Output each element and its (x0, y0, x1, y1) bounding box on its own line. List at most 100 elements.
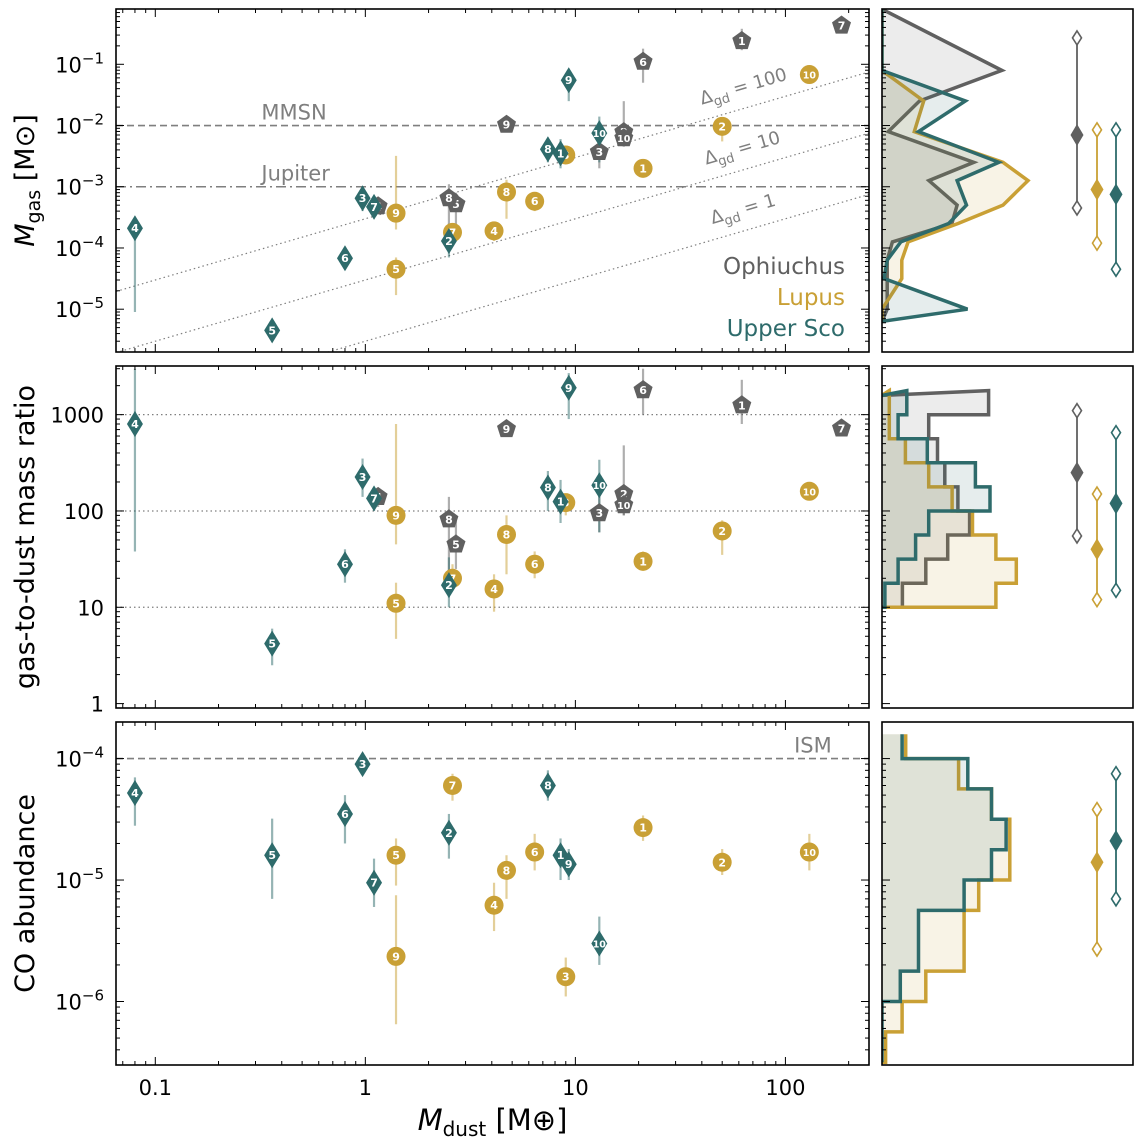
marker-lupus-2: 2 (712, 852, 732, 872)
ylabel-unit: [M⊙] (10, 114, 41, 190)
marker-lupus-1: 1 (633, 158, 653, 178)
ytick-label: 1 (91, 693, 104, 717)
xtick-label: 10 (562, 1076, 589, 1100)
marker-lupus-6: 6 (525, 191, 545, 211)
marker-label: 3 (595, 146, 603, 159)
marker-upper-sco-4: 4 (126, 780, 143, 807)
marker-shape (264, 317, 281, 344)
marker-shape (126, 780, 143, 807)
ytick-base: 10 (55, 298, 82, 322)
marker-lupus-2: 2 (712, 521, 732, 541)
marker-shape (440, 819, 457, 846)
hline-label-bottom-0: ISM (794, 734, 832, 758)
hist-fill-upper-sco (882, 734, 1007, 1063)
marker-shape (712, 116, 732, 136)
marker-label: 10 (803, 848, 817, 859)
ytick-label: 10−4 (55, 233, 104, 261)
marker-lupus-5: 5 (386, 845, 406, 865)
ytick-base: 10 (55, 115, 82, 139)
marker-label: 6 (341, 558, 349, 571)
summary-bound (1110, 581, 1122, 599)
marker-label: 4 (490, 225, 498, 238)
ytick-label: 10 (77, 596, 104, 620)
marker-label: 10 (593, 481, 607, 492)
marker-upper-sco-2: 2 (440, 572, 457, 599)
marker-shape (732, 395, 752, 414)
marker-ophiuchus-8: 8 (439, 509, 459, 528)
marker-shape (440, 572, 457, 599)
marker-upper-sco-8: 8 (539, 474, 556, 501)
marker-lupus-7: 7 (442, 776, 462, 796)
marker-lupus-8: 8 (497, 182, 517, 202)
ytick-label: 1000 (51, 404, 104, 428)
hist-step-upper-sco (882, 734, 1008, 1063)
marker-label: 2 (718, 856, 726, 869)
summary-median (1070, 124, 1084, 147)
summary-ophiuchus (1070, 29, 1084, 217)
marker-shape (799, 842, 819, 862)
marker-shape (589, 142, 609, 160)
marker-label: 3 (595, 507, 603, 520)
ylabel-top: Mgas [M⊙] (10, 114, 45, 246)
marker-ophiuchus-3: 3 (589, 503, 609, 522)
marker-label: 9 (392, 207, 400, 220)
marker-shape (712, 521, 732, 541)
marker-label: 2 (718, 120, 726, 133)
ylabel-middle: gas-to-dust mass ratio (10, 385, 41, 689)
marker-label: 7 (449, 226, 457, 239)
hist-frame-bottom (881, 721, 1134, 1066)
marker-label: 9 (392, 509, 400, 522)
marker-ophiuchus-7: 7 (832, 418, 851, 437)
marker-shape (336, 551, 353, 578)
ytick-exp: −3 (82, 172, 104, 190)
marker-label: 8 (445, 192, 453, 205)
marker-upper-sco-5: 5 (264, 842, 281, 869)
marker-shape (497, 860, 517, 880)
summary-bound (1110, 765, 1122, 783)
marker-upper-sco-2: 2 (440, 819, 457, 846)
summary-lupus (1090, 801, 1104, 958)
ytick-exp: −1 (82, 49, 104, 67)
marker-label: 9 (503, 119, 511, 132)
marker-label: 4 (490, 583, 498, 596)
marker-label: 7 (449, 780, 457, 793)
panel-frame-middle (115, 365, 870, 709)
marker-label: 9 (503, 423, 511, 436)
marker-shape (799, 65, 819, 85)
histogram-layer (882, 9, 1123, 1064)
marker-label: 1 (557, 147, 565, 160)
ytick-exp: −4 (82, 233, 104, 251)
errorbar-layer (133, 23, 843, 1025)
marker-label: 5 (268, 638, 276, 651)
marker-upper-sco-7: 7 (366, 485, 383, 512)
marker-shape (732, 31, 752, 50)
marker-label: 3 (359, 758, 367, 771)
marker-upper-sco-10: 10 (591, 930, 608, 957)
summary-bound (1110, 890, 1122, 908)
summary-upper-sco (1109, 121, 1123, 278)
summary-bound (1091, 121, 1103, 139)
hist-fill-upper-sco (882, 9, 999, 322)
xtick-label: 1 (359, 1076, 372, 1100)
marker-upper-sco-9: 9 (560, 851, 577, 878)
summary-median (1070, 461, 1084, 484)
summary-median (1090, 538, 1104, 561)
marker-shape (556, 967, 576, 987)
marker-ophiuchus-7: 7 (832, 15, 851, 34)
hline-label-top-0: MMSN (261, 101, 326, 125)
marker-shape (539, 772, 556, 799)
marker-lupus-1: 1 (633, 818, 653, 838)
marker-label: 1 (557, 849, 565, 862)
marker-label: 5 (268, 849, 276, 862)
marker-lupus-6: 6 (525, 554, 545, 574)
yaxis-bottom (116, 721, 890, 1066)
marker-upper-sco-5: 5 (264, 317, 281, 344)
marker-upper-sco-8: 8 (539, 772, 556, 799)
marker-label: 6 (531, 195, 539, 208)
marker-ophiuchus-8: 8 (439, 188, 459, 207)
marker-shape (832, 418, 851, 437)
marker-label: 8 (544, 143, 552, 156)
marker-layer: 1 2 3 4 5 6 7 8 9 10 1 2 3 4 5 6 7 8 9 10 1 2 3 4 5 6 7 8 9 10 1 2 3 4 5 6 7… (126, 15, 851, 987)
